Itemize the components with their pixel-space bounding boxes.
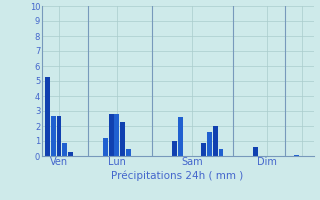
Bar [120,121,125,156]
Bar [253,147,258,156]
Bar [108,114,114,156]
Bar [62,142,67,156]
Bar [57,116,61,156]
Bar [178,117,183,156]
Bar [68,152,73,156]
Bar [126,148,131,156]
Bar [207,132,212,156]
Bar [213,126,218,156]
Bar [103,138,108,156]
Bar [114,114,119,156]
Bar [201,142,206,156]
Bar [172,141,177,156]
Bar [294,154,299,156]
X-axis label: Précipitations 24h ( mm ): Précipitations 24h ( mm ) [111,170,244,181]
Bar [45,76,50,156]
Bar [51,116,56,156]
Bar [219,148,223,156]
